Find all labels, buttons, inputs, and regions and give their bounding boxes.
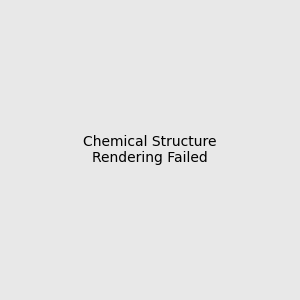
Text: Chemical Structure
Rendering Failed: Chemical Structure Rendering Failed xyxy=(83,135,217,165)
